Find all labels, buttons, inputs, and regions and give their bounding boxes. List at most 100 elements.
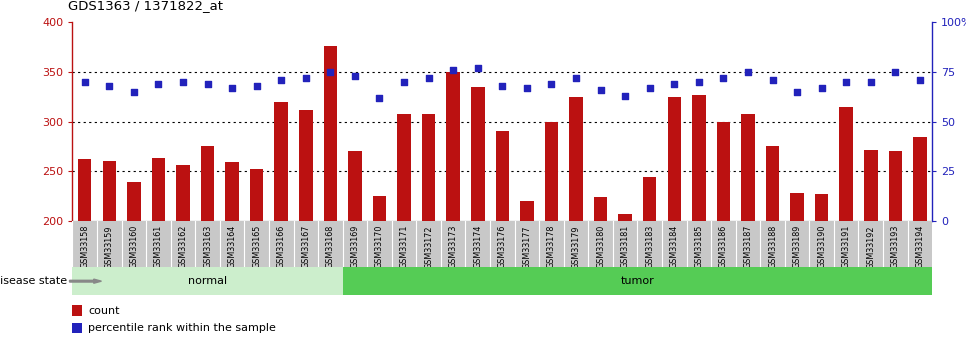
Bar xyxy=(78,159,92,221)
Bar xyxy=(128,182,141,221)
Text: GSM33162: GSM33162 xyxy=(179,225,187,268)
Point xyxy=(127,89,142,95)
Text: GSM33189: GSM33189 xyxy=(792,225,802,268)
Text: GSM33159: GSM33159 xyxy=(104,225,114,268)
Bar xyxy=(520,201,533,221)
Point xyxy=(372,95,387,101)
Text: GSM33180: GSM33180 xyxy=(596,225,605,268)
Text: GSM33164: GSM33164 xyxy=(228,225,237,268)
Point xyxy=(273,77,289,83)
Bar xyxy=(446,72,460,221)
Point xyxy=(691,79,706,85)
Point xyxy=(642,85,658,91)
Bar xyxy=(102,161,116,221)
Bar xyxy=(839,107,853,221)
Point xyxy=(568,75,583,81)
Bar xyxy=(348,151,361,221)
Text: GSM33187: GSM33187 xyxy=(744,225,753,268)
Bar xyxy=(741,114,754,221)
Bar xyxy=(274,102,288,221)
Text: GSM33163: GSM33163 xyxy=(203,225,213,268)
Text: GSM33172: GSM33172 xyxy=(424,225,433,268)
Bar xyxy=(201,146,214,221)
Text: GSM33170: GSM33170 xyxy=(375,225,384,268)
Text: GSM33177: GSM33177 xyxy=(523,225,531,268)
Point xyxy=(200,81,215,87)
Text: GSM33179: GSM33179 xyxy=(572,225,581,268)
Point xyxy=(396,79,412,85)
Point xyxy=(667,81,682,87)
Bar xyxy=(72,267,343,295)
Point xyxy=(175,79,190,85)
Point xyxy=(814,85,830,91)
Text: GSM33188: GSM33188 xyxy=(768,225,777,268)
Text: count: count xyxy=(88,306,120,315)
Bar xyxy=(643,177,657,221)
Point xyxy=(323,69,338,75)
Point xyxy=(519,85,534,91)
Bar xyxy=(422,114,436,221)
Bar xyxy=(545,122,558,221)
Point xyxy=(77,79,93,85)
Bar xyxy=(889,151,902,221)
Text: GSM33168: GSM33168 xyxy=(326,225,335,268)
Bar xyxy=(668,97,681,221)
Text: tumor: tumor xyxy=(620,276,654,286)
Bar xyxy=(717,122,730,221)
Bar xyxy=(692,95,705,221)
Text: GSM33194: GSM33194 xyxy=(916,225,924,268)
Bar xyxy=(594,197,608,221)
Text: GSM33171: GSM33171 xyxy=(400,225,409,268)
Text: GSM33158: GSM33158 xyxy=(80,225,89,268)
Point xyxy=(838,79,854,85)
Text: GSM33174: GSM33174 xyxy=(473,225,482,268)
Point xyxy=(347,73,362,79)
Bar xyxy=(397,114,411,221)
Bar xyxy=(152,158,165,221)
Text: GSM33185: GSM33185 xyxy=(695,225,703,268)
Text: GSM33181: GSM33181 xyxy=(620,225,630,268)
Text: GSM33160: GSM33160 xyxy=(129,225,138,268)
Bar xyxy=(913,138,926,221)
Point xyxy=(765,77,781,83)
Bar xyxy=(225,162,239,221)
Text: GSM33193: GSM33193 xyxy=(891,225,900,268)
Text: GSM33184: GSM33184 xyxy=(669,225,679,268)
Text: disease state: disease state xyxy=(0,276,68,286)
Bar xyxy=(864,150,877,221)
Bar xyxy=(176,165,189,221)
Text: GSM33166: GSM33166 xyxy=(276,225,286,268)
Point xyxy=(593,87,609,92)
Text: GSM33173: GSM33173 xyxy=(448,225,458,268)
Point xyxy=(617,93,633,99)
Bar xyxy=(815,194,829,221)
Bar xyxy=(250,169,264,221)
Point xyxy=(224,85,240,91)
Point xyxy=(863,79,878,85)
Text: GSM33191: GSM33191 xyxy=(841,225,851,268)
Point xyxy=(495,83,510,89)
Point xyxy=(716,75,731,81)
Bar xyxy=(373,196,386,221)
Text: GSM33176: GSM33176 xyxy=(497,225,507,268)
Point xyxy=(888,69,903,75)
Bar xyxy=(343,267,932,295)
Text: GSM33183: GSM33183 xyxy=(645,225,654,268)
Text: GSM33178: GSM33178 xyxy=(547,225,556,268)
Text: GDS1363 / 1371822_at: GDS1363 / 1371822_at xyxy=(68,0,222,12)
Bar xyxy=(618,214,632,221)
Text: percentile rank within the sample: percentile rank within the sample xyxy=(88,323,275,333)
Point xyxy=(912,77,927,83)
Bar xyxy=(790,193,804,221)
Text: GSM33192: GSM33192 xyxy=(867,225,875,268)
Text: GSM33161: GSM33161 xyxy=(154,225,163,268)
Point xyxy=(101,83,117,89)
Bar xyxy=(299,110,313,221)
Text: GSM33186: GSM33186 xyxy=(719,225,728,268)
Bar xyxy=(471,87,485,221)
Bar xyxy=(324,46,337,221)
Point xyxy=(298,75,314,81)
Bar xyxy=(569,97,582,221)
Text: GSM33167: GSM33167 xyxy=(301,225,310,268)
Point xyxy=(249,83,265,89)
